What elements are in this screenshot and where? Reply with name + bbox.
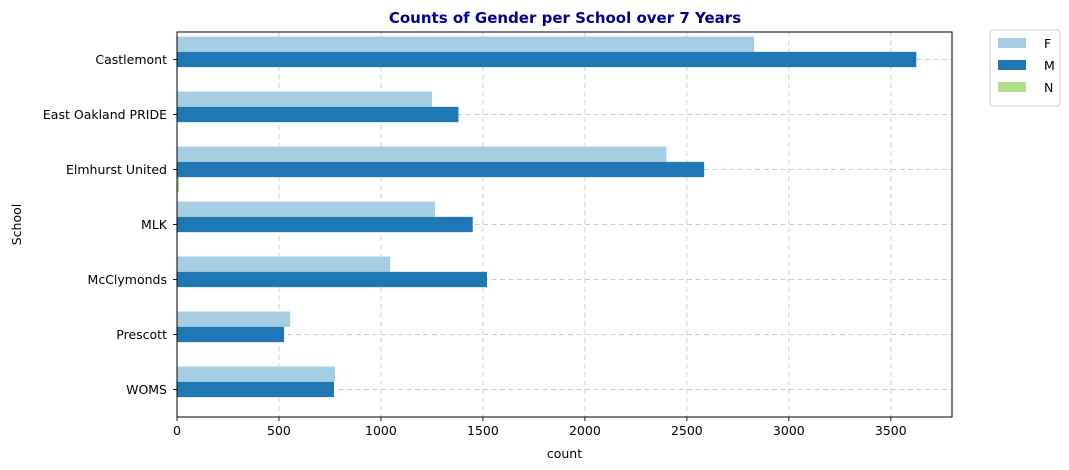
x-tick-label: 1000 xyxy=(365,423,397,438)
x-tick-label: 1500 xyxy=(467,423,499,438)
y-axis-label: School xyxy=(9,204,24,246)
bar-M xyxy=(177,161,705,178)
x-tick-label: 500 xyxy=(267,423,291,438)
y-tick-label: East Oakland PRIDE xyxy=(43,107,167,122)
plot-frame xyxy=(176,31,953,418)
legend-swatch-N xyxy=(998,82,1026,92)
bars xyxy=(177,36,917,398)
bar-M xyxy=(177,326,285,343)
x-axis-ticks: 0 500 1000 1500 2000 2500 3000 3500 xyxy=(173,417,907,438)
legend-swatch-M xyxy=(998,60,1026,70)
bar-F xyxy=(177,146,667,162)
y-tick-label: MLK xyxy=(141,217,168,232)
legend: FMN xyxy=(989,29,1061,107)
x-tick-label: 2000 xyxy=(569,423,601,438)
bar-M xyxy=(177,51,917,68)
x-tick-label: 0 xyxy=(173,423,181,438)
bar-M xyxy=(177,106,459,123)
bar-F xyxy=(177,91,432,107)
y-tick-label: Prescott xyxy=(116,327,167,342)
bar-F xyxy=(177,201,435,217)
y-tick-label: Elmhurst United xyxy=(66,162,167,177)
y-tick-label: Castlemont xyxy=(95,52,167,67)
y-tick-label: WOMS xyxy=(126,382,167,397)
bar-F xyxy=(177,256,391,272)
bar-M xyxy=(177,381,335,398)
bar-M xyxy=(177,271,487,288)
bar-F xyxy=(177,311,291,327)
y-axis-ticks: Castlemont East Oakland PRIDE Elmhurst Uni… xyxy=(43,52,177,397)
y-tick-label: McClymonds xyxy=(88,272,167,287)
bar-N xyxy=(177,177,180,193)
legend-label-F: F xyxy=(1044,36,1051,51)
bar-M xyxy=(177,216,473,233)
legend-swatch-F xyxy=(998,38,1026,48)
x-tick-label: 2500 xyxy=(671,423,703,438)
x-axis-label: count xyxy=(547,446,582,461)
bar-F xyxy=(177,36,755,52)
x-tick-label: 3000 xyxy=(773,423,805,438)
bar-F xyxy=(177,366,336,382)
chart-title: Counts of Gender per School over 7 Years xyxy=(389,9,741,27)
legend-label-M: M xyxy=(1044,58,1055,73)
legend-label-N: N xyxy=(1044,80,1053,95)
x-tick-label: 3500 xyxy=(875,423,907,438)
